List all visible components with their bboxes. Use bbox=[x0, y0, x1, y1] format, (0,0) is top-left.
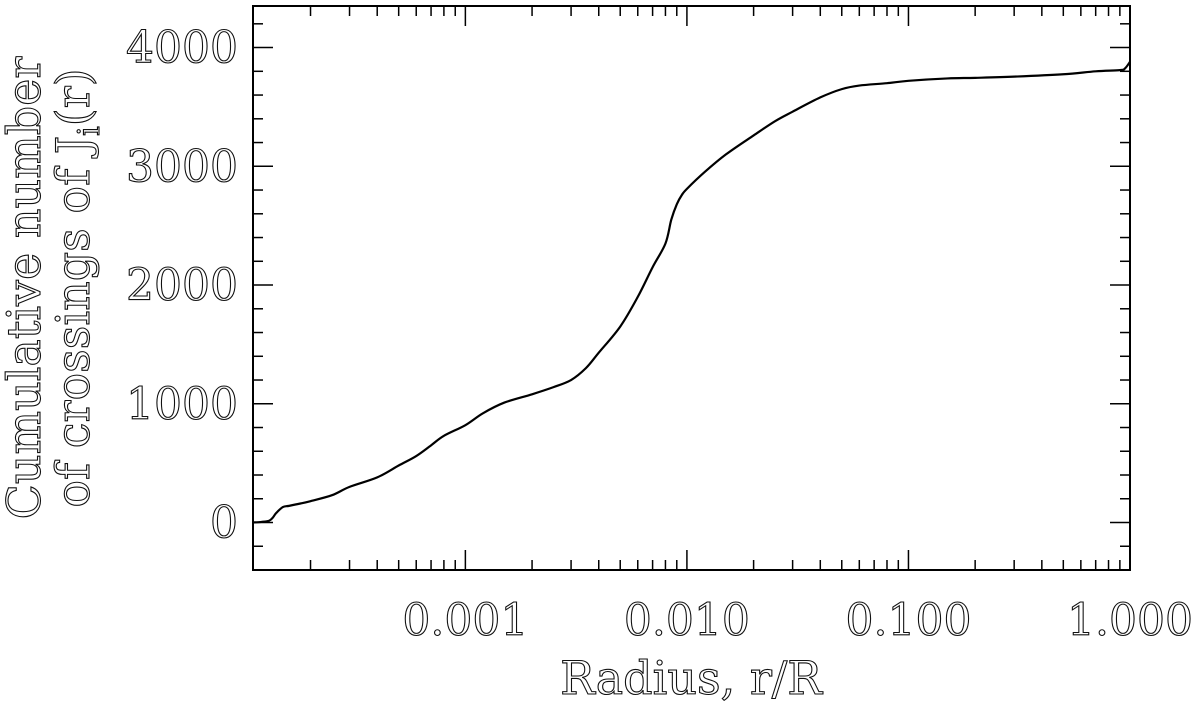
x-tick-label: 1.000 bbox=[1067, 595, 1193, 646]
x-tick-labels: 0.001 0.010 0.100 1.000 bbox=[402, 594, 1194, 646]
y-tick-labels: 0 1000 2000 3000 4000 bbox=[125, 22, 238, 549]
y-axis-title-line2-main: of crossings of J bbox=[46, 136, 100, 508]
y-axis-title-subscript: i bbox=[72, 126, 107, 136]
y-tick-label: 2000 bbox=[126, 260, 238, 311]
y-tick-label: 4000 bbox=[126, 23, 238, 74]
x-axis-title: Radius, r/R bbox=[560, 651, 823, 704]
y-tick-label: 1000 bbox=[126, 379, 238, 430]
x-tick-label: 0.100 bbox=[845, 595, 971, 646]
y-tick-label: 3000 bbox=[126, 141, 238, 192]
y-axis-title-line1: Cumulative number bbox=[0, 57, 51, 520]
plot-frame bbox=[252, 5, 1131, 571]
x-tick-label: 0.010 bbox=[624, 595, 750, 646]
y-axis-title: Cumulative number of crossings of Ji(r) bbox=[0, 56, 108, 520]
y-axis-title-suffix: (r) bbox=[46, 68, 100, 126]
y-tick-label: 0 bbox=[210, 498, 238, 549]
x-tick-label: 0.001 bbox=[402, 595, 528, 646]
y-axis-title-line2: of crossings of Ji(r) bbox=[46, 68, 107, 507]
axis-ticks bbox=[253, 6, 1131, 571]
series-line bbox=[252, 61, 1131, 524]
